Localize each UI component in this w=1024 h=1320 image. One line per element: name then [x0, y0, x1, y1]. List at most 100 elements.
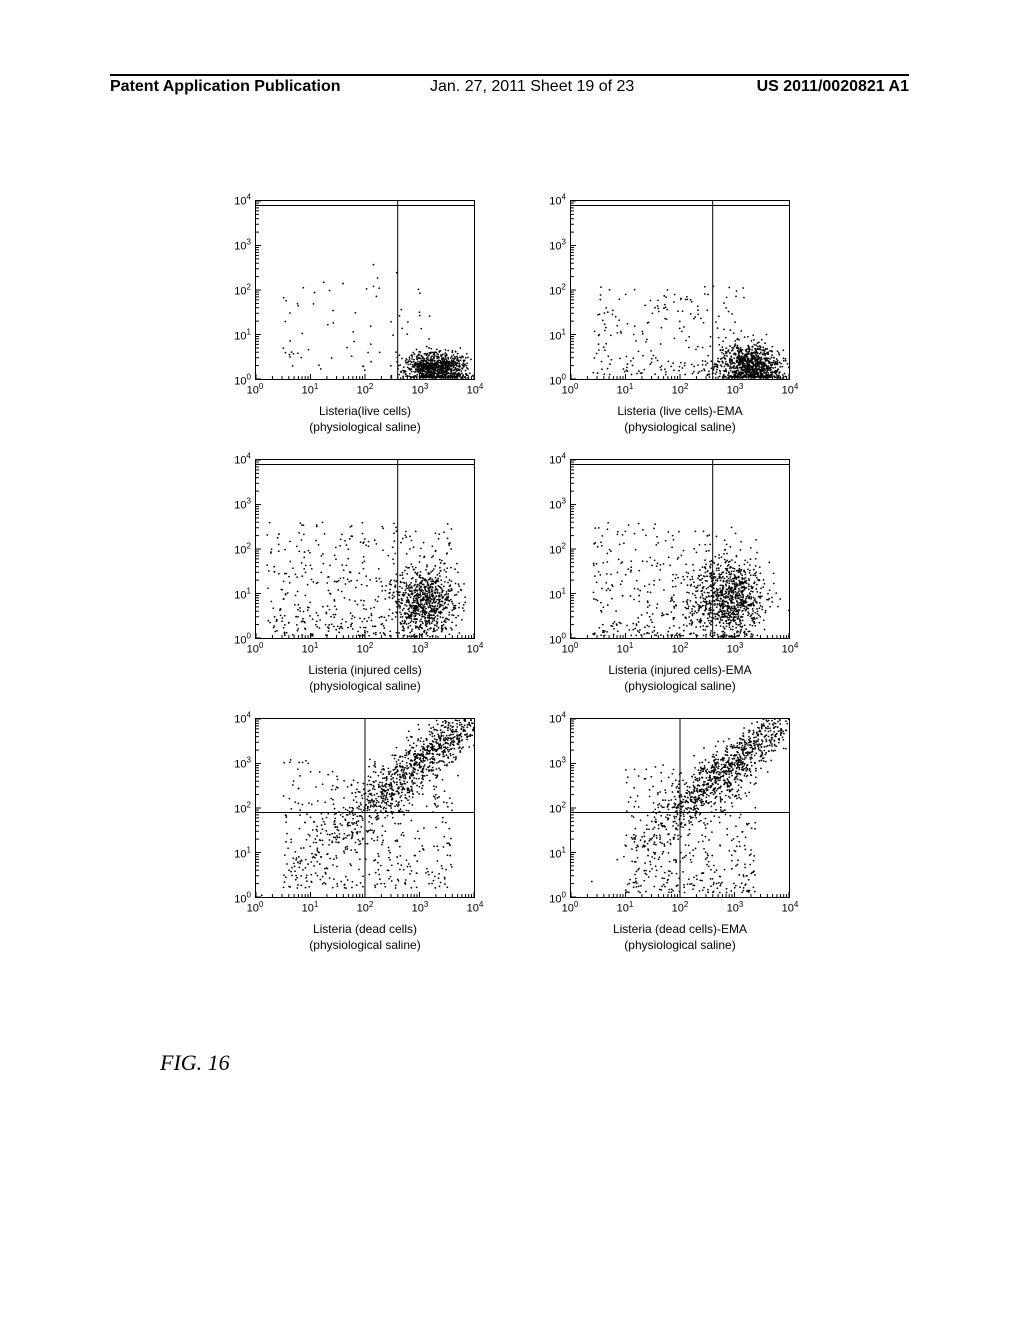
- y-tick-label: 102: [234, 283, 251, 298]
- caption-line-1: Listeria (injured cells)-EMA: [570, 663, 790, 679]
- y-tick-label: 104: [549, 711, 566, 726]
- x-tick-label: 101: [302, 900, 319, 915]
- y-tick-label: 104: [549, 193, 566, 208]
- plot-caption: Listeria (dead cells)(physiological sali…: [255, 922, 475, 953]
- y-tick-label: 101: [549, 587, 566, 602]
- y-tick-label: 103: [234, 756, 251, 771]
- x-tick-label: 104: [782, 900, 799, 915]
- x-tick-label: 103: [727, 641, 744, 656]
- y-tick-label: 104: [234, 193, 251, 208]
- header-right-text: US 2011/0020821 A1: [757, 78, 909, 96]
- x-axis-ticks: 100101102103104: [570, 380, 790, 398]
- x-tick-label: 104: [782, 382, 799, 397]
- plot-box: [570, 459, 790, 639]
- y-tick-label: 102: [234, 801, 251, 816]
- y-tick-label: 101: [549, 846, 566, 861]
- x-tick-label: 104: [782, 641, 799, 656]
- plot-box: [255, 200, 475, 380]
- y-tick-label: 102: [549, 542, 566, 557]
- plot-caption: Listeria (dead cells)-EMA(physiological …: [570, 922, 790, 953]
- x-tick-label: 101: [617, 900, 634, 915]
- caption-line-1: Listeria (dead cells)-EMA: [570, 922, 790, 938]
- caption-line-1: Listeria(live cells): [255, 404, 475, 420]
- y-tick-label: 104: [234, 452, 251, 467]
- y-axis-ticks: 100101102103104: [215, 459, 253, 639]
- y-tick-label: 103: [549, 497, 566, 512]
- scatter-plot: 100101102103104 100101102103104Listeria(…: [215, 200, 475, 449]
- plot-caption: Listeria(live cells)(physiological salin…: [255, 404, 475, 435]
- scatter-plot: 100101102103104 100101102103104Listeria …: [215, 718, 475, 967]
- plot-caption: Listeria (live cells)-EMA(physiological …: [570, 404, 790, 435]
- x-tick-label: 103: [727, 382, 744, 397]
- x-tick-label: 102: [672, 641, 689, 656]
- caption-line-2: (physiological saline): [255, 938, 475, 954]
- x-tick-label: 104: [467, 382, 484, 397]
- scatter-plot: 100101102103104 100101102103104Listeria …: [530, 200, 790, 449]
- caption-line-2: (physiological saline): [570, 420, 790, 436]
- x-tick-label: 102: [357, 641, 374, 656]
- caption-line-1: Listeria (live cells)-EMA: [570, 404, 790, 420]
- plot-box: [570, 200, 790, 380]
- figure-area: 100 101 102 103 104 100 101 102 103 104 Listeria(…: [215, 200, 795, 968]
- x-tick-label: 100: [562, 382, 579, 397]
- x-tick-label: 100: [247, 900, 264, 915]
- y-tick-label: 103: [234, 497, 251, 512]
- y-axis-ticks: 100101102103104: [530, 200, 568, 380]
- y-tick-label: 102: [549, 283, 566, 298]
- scatter-plot: 100101102103104 100101102103104Listeria …: [215, 459, 475, 708]
- y-tick-label: 101: [234, 587, 251, 602]
- header-mid-text: Jan. 27, 2011 Sheet 19 of 23: [430, 78, 634, 96]
- plot-box: [255, 459, 475, 639]
- y-tick-label: 104: [549, 452, 566, 467]
- x-tick-label: 100: [562, 900, 579, 915]
- y-tick-label: 103: [549, 238, 566, 253]
- scatter-plot: 100101102103104 100101102103104Listeria …: [530, 718, 790, 967]
- x-tick-label: 101: [617, 382, 634, 397]
- x-axis-ticks: 100101102103104: [570, 898, 790, 916]
- y-tick-label: 102: [234, 542, 251, 557]
- plot-box: [255, 718, 475, 898]
- x-tick-label: 102: [672, 900, 689, 915]
- x-tick-label: 100: [562, 641, 579, 656]
- caption-line-2: (physiological saline): [255, 679, 475, 695]
- x-axis-ticks: 100101102103104: [255, 639, 475, 657]
- x-tick-label: 102: [672, 382, 689, 397]
- y-tick-label: 102: [549, 801, 566, 816]
- scatter-plot: 100101102103104 100101102103104Listeria …: [530, 459, 790, 708]
- y-axis-ticks: 100101102103104: [530, 718, 568, 898]
- header-left-text: Patent Application Publication: [110, 78, 341, 96]
- plot-caption: Listeria (injured cells)(physiological s…: [255, 663, 475, 694]
- y-tick-label: 101: [549, 328, 566, 343]
- y-tick-label: 101: [234, 328, 251, 343]
- x-tick-label: 103: [727, 900, 744, 915]
- plot-grid: 100 101 102 103 104 100 101 102 103 104 Listeria(…: [215, 200, 795, 968]
- y-axis-ticks: 100101102103104: [215, 200, 253, 380]
- x-tick-label: 103: [412, 900, 429, 915]
- x-tick-label: 100: [247, 641, 264, 656]
- plot-caption: Listeria (injured cells)-EMA(physiologic…: [570, 663, 790, 694]
- caption-line-1: Listeria (injured cells): [255, 663, 475, 679]
- y-axis-ticks: 100101102103104: [530, 459, 568, 639]
- y-tick-label: 104: [234, 711, 251, 726]
- header-rule: [110, 74, 909, 76]
- y-tick-label: 103: [234, 238, 251, 253]
- x-axis-ticks: 100101102103104: [255, 898, 475, 916]
- caption-line-2: (physiological saline): [570, 938, 790, 954]
- x-tick-label: 104: [467, 900, 484, 915]
- x-tick-label: 101: [302, 382, 319, 397]
- x-tick-label: 104: [467, 641, 484, 656]
- plot-box: [570, 718, 790, 898]
- x-axis-ticks: 100101102103104: [570, 639, 790, 657]
- caption-line-2: (physiological saline): [255, 420, 475, 436]
- x-tick-label: 103: [412, 382, 429, 397]
- x-tick-label: 102: [357, 900, 374, 915]
- x-tick-label: 101: [302, 641, 319, 656]
- x-tick-label: 103: [412, 641, 429, 656]
- y-tick-label: 103: [549, 756, 566, 771]
- y-axis-ticks: 100101102103104: [215, 718, 253, 898]
- figure-label: FIG. 16: [160, 1050, 230, 1076]
- caption-line-1: Listeria (dead cells): [255, 922, 475, 938]
- x-axis-ticks: 100101102103104: [255, 380, 475, 398]
- x-tick-label: 100: [247, 382, 264, 397]
- x-tick-label: 102: [357, 382, 374, 397]
